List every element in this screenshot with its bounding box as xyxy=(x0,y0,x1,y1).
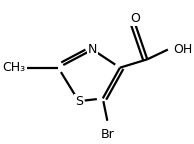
Text: N: N xyxy=(88,43,97,56)
Text: CH₃: CH₃ xyxy=(3,61,26,74)
Text: Br: Br xyxy=(101,128,115,141)
Text: S: S xyxy=(75,95,83,108)
Text: OH: OH xyxy=(173,43,192,56)
Text: O: O xyxy=(130,12,140,25)
